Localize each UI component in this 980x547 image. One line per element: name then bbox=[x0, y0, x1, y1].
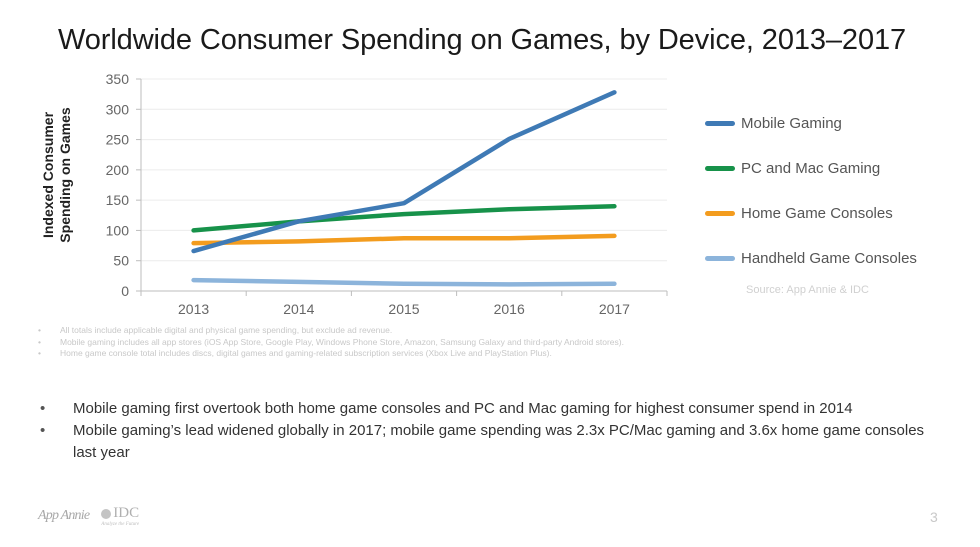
legend-swatch-handheld-game-consoles bbox=[705, 256, 735, 261]
series-line-home-game-consoles bbox=[191, 233, 617, 246]
legend-label: Handheld Game Consoles bbox=[741, 250, 917, 267]
legend-label: PC and Mac Gaming bbox=[741, 160, 881, 177]
slide-title: Worldwide Consumer Spending on Games, by… bbox=[58, 24, 907, 56]
bullet-dot: • bbox=[40, 422, 46, 439]
footnote-text: Mobile gaming includes all app stores (i… bbox=[60, 336, 624, 347]
y-tick-label: 0 bbox=[121, 283, 129, 299]
footer-logos: App Annie IDC Analyze the Future bbox=[38, 505, 139, 527]
takeaway-item: • Mobile gaming first overtook both home… bbox=[40, 398, 940, 420]
legend-swatch-pc-mac-gaming bbox=[705, 166, 735, 171]
legend-item-mobile-gaming: Mobile Gaming bbox=[705, 101, 917, 146]
footnote: • Home game console total includes discs… bbox=[38, 348, 624, 360]
footnote: • All totals include applicable digital … bbox=[38, 325, 624, 337]
chart-legend: Mobile Gaming PC and Mac Gaming Home Gam… bbox=[705, 101, 917, 281]
takeaway-item: • Mobile gaming’s lead widened globally … bbox=[40, 420, 940, 464]
y-tick-label: 50 bbox=[113, 253, 129, 269]
footnote: • Mobile gaming includes all app stores … bbox=[38, 337, 624, 349]
legend-swatch-home-game-consoles bbox=[705, 211, 735, 216]
y-tick-label: 100 bbox=[106, 222, 130, 238]
legend-item-pc-mac-gaming: PC and Mac Gaming bbox=[705, 146, 917, 191]
x-tick-label: 2017 bbox=[599, 301, 630, 317]
y-tick-label: 150 bbox=[106, 192, 130, 208]
page-number: 3 bbox=[930, 509, 938, 525]
y-tick-label: 200 bbox=[106, 162, 130, 178]
takeaway-text: Mobile gaming’s lead widened globally in… bbox=[73, 422, 925, 461]
legend-label: Home Game Consoles bbox=[741, 205, 893, 222]
idc-logo-text: IDC bbox=[113, 505, 140, 521]
takeaway-text: Mobile gaming first overtook both home g… bbox=[73, 400, 853, 417]
footnote-bullet: • bbox=[38, 336, 41, 347]
bullet-dot: • bbox=[40, 400, 46, 417]
x-tick-label: 2016 bbox=[494, 301, 525, 317]
app-annie-logo: App Annie bbox=[38, 508, 90, 523]
y-tick-label: 350 bbox=[106, 71, 130, 87]
y-tick-label: 300 bbox=[106, 101, 130, 117]
footnote-bullet: • bbox=[38, 348, 41, 358]
series-line-pc-and-mac-gaming bbox=[191, 203, 617, 233]
legend-swatch-mobile-gaming bbox=[705, 121, 735, 126]
footnote-text: All totals include applicable digital an… bbox=[60, 325, 393, 335]
y-axis-label-line-2: Spending on Games bbox=[57, 107, 73, 243]
globe-icon bbox=[101, 508, 112, 519]
series-line-mobile-gaming bbox=[191, 90, 617, 254]
key-takeaways: • Mobile gaming first overtook both home… bbox=[40, 398, 940, 464]
idc-logo: IDC Analyze the Future bbox=[101, 505, 139, 527]
legend-item-home-game-consoles: Home Game Consoles bbox=[705, 191, 917, 236]
y-axis-label-line-1: Indexed Consumer bbox=[40, 111, 56, 239]
legend-item-handheld-game-consoles: Handheld Game Consoles bbox=[705, 236, 917, 281]
legend-label: Mobile Gaming bbox=[741, 115, 842, 132]
footnotes: • All totals include applicable digital … bbox=[38, 325, 624, 360]
footnote-bullet: • bbox=[38, 325, 41, 335]
footnote-text: Home game console total includes discs, … bbox=[60, 348, 552, 358]
x-tick-label: 2015 bbox=[388, 301, 419, 317]
idc-tagline: Analyze the Future bbox=[101, 522, 140, 527]
chart-source: Source: App Annie & IDC bbox=[746, 284, 869, 296]
y-axis-label: Indexed Consumer Spending on Games bbox=[40, 80, 74, 270]
y-tick-label: 250 bbox=[106, 132, 130, 148]
x-tick-label: 2013 bbox=[178, 301, 209, 317]
series-line-handheld-game-consoles bbox=[191, 277, 617, 287]
x-tick-label: 2014 bbox=[283, 301, 314, 317]
